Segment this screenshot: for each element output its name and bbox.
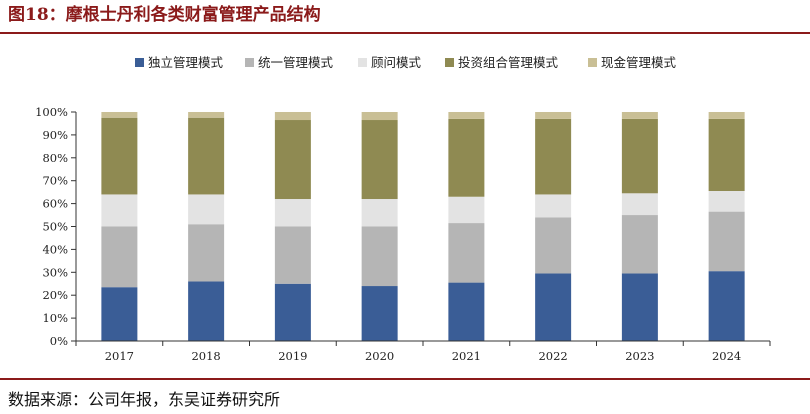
bar-segment-2023-2 bbox=[621, 193, 658, 216]
legend-label-0: 独立管理模式 bbox=[148, 55, 224, 70]
figure-title-text: 摩根士丹利各类财富管理产品结构 bbox=[65, 5, 321, 25]
bar-segment-2022-0 bbox=[535, 273, 572, 341]
bar-segment-2020-3 bbox=[361, 120, 398, 200]
y-tick-label-8: 80% bbox=[42, 151, 68, 165]
x-tick-label-2018: 2018 bbox=[191, 349, 220, 363]
bar-segment-2023-0 bbox=[621, 273, 658, 341]
bar-segment-2024-2 bbox=[708, 191, 745, 212]
bar-segment-2023-4 bbox=[621, 112, 658, 119]
bar-segment-2019-3 bbox=[274, 120, 311, 200]
figure-title: 图18：摩根士丹利各类财富管理产品结构 bbox=[8, 2, 321, 28]
axes: 2017 2018 2019 2020 2021 2022 2023 2024 0% 10% 20%… bbox=[35, 105, 771, 363]
legend-swatch-3 bbox=[445, 58, 454, 67]
legend-swatch-2 bbox=[358, 58, 367, 67]
top-rule bbox=[0, 32, 810, 34]
x-tick-label-2024: 2024 bbox=[712, 349, 741, 363]
bar-segment-2018-2 bbox=[188, 194, 225, 225]
bar-segment-2017-1 bbox=[101, 226, 138, 288]
x-tick-label-2023: 2023 bbox=[625, 349, 654, 363]
bar-segment-2020-0 bbox=[361, 286, 398, 341]
bar-segment-2021-1 bbox=[448, 223, 485, 283]
bar-segment-2021-3 bbox=[448, 118, 485, 197]
bar-segment-2022-2 bbox=[535, 194, 572, 218]
source-note: 数据来源：公司年报，东吴证券研究所 bbox=[8, 390, 281, 409]
y-tick-label-6: 60% bbox=[42, 197, 68, 211]
legend-swatch-4 bbox=[588, 58, 597, 67]
x-tick-label-2019: 2019 bbox=[278, 349, 307, 363]
bar-segment-2017-0 bbox=[101, 287, 138, 341]
legend-swatch-1 bbox=[245, 58, 254, 67]
figure-label: 图18： bbox=[8, 5, 66, 25]
legend-label-2: 顾问模式 bbox=[371, 55, 422, 70]
legend: 独立管理模式 统一管理模式 顾问模式 投资组合管理模式 现金管理模式 bbox=[135, 55, 677, 70]
bar-segment-2022-4 bbox=[535, 112, 572, 119]
bar-segment-2024-0 bbox=[708, 271, 745, 341]
legend-swatch-0 bbox=[135, 58, 144, 67]
bar-segment-2018-0 bbox=[188, 281, 225, 341]
bar-segment-2018-1 bbox=[188, 224, 225, 282]
y-tick-label-7: 70% bbox=[42, 174, 68, 188]
bar-segment-2023-1 bbox=[621, 215, 658, 274]
bars bbox=[101, 112, 745, 341]
bar-segment-2017-2 bbox=[101, 194, 138, 227]
bar-segment-2022-1 bbox=[535, 217, 572, 274]
legend-label-3: 投资组合管理模式 bbox=[458, 55, 559, 70]
bar-segment-2018-3 bbox=[188, 117, 225, 195]
y-tick-label-3: 30% bbox=[42, 265, 68, 279]
stacked-bar-chart: 独立管理模式 统一管理模式 顾问模式 投资组合管理模式 现金管理模式 2017 2018 2… bbox=[35, 55, 771, 363]
bar-segment-2019-0 bbox=[274, 283, 311, 341]
bar-segment-2023-3 bbox=[621, 118, 658, 194]
bar-segment-2020-1 bbox=[361, 226, 398, 287]
bar-segment-2021-0 bbox=[448, 282, 485, 341]
y-tick-label-4: 40% bbox=[42, 242, 68, 256]
bar-segment-2017-4 bbox=[101, 112, 138, 118]
bar-segment-2024-4 bbox=[708, 112, 745, 119]
bar-segment-2019-1 bbox=[274, 226, 311, 284]
bar-segment-2017-3 bbox=[101, 117, 138, 195]
bar-segment-2021-2 bbox=[448, 196, 485, 224]
bar-segment-2024-1 bbox=[708, 211, 745, 272]
y-tick-label-10: 100% bbox=[35, 105, 68, 119]
bar-segment-2020-2 bbox=[361, 199, 398, 227]
x-tick-label-2021: 2021 bbox=[452, 349, 481, 363]
y-tick-label-0: 0% bbox=[50, 334, 68, 348]
bar-segment-2019-2 bbox=[274, 199, 311, 227]
y-tick-label-1: 10% bbox=[42, 311, 68, 325]
y-tick-label-2: 20% bbox=[42, 288, 68, 302]
legend-label-4: 现金管理模式 bbox=[601, 55, 677, 70]
bar-segment-2022-3 bbox=[535, 118, 572, 195]
x-tick-label-2022: 2022 bbox=[538, 349, 567, 363]
bottom-rule bbox=[0, 378, 810, 380]
bar-segment-2024-3 bbox=[708, 118, 745, 191]
y-tick-label-5: 50% bbox=[42, 220, 68, 234]
bar-segment-2019-4 bbox=[274, 112, 311, 121]
bar-segment-2020-4 bbox=[361, 112, 398, 121]
bar-segment-2021-4 bbox=[448, 112, 485, 119]
x-tick-label-2020: 2020 bbox=[365, 349, 394, 363]
legend-label-1: 统一管理模式 bbox=[258, 55, 334, 70]
x-tick-label-2017: 2017 bbox=[105, 349, 134, 363]
y-tick-label-9: 90% bbox=[42, 128, 68, 142]
bar-segment-2018-4 bbox=[188, 112, 225, 118]
